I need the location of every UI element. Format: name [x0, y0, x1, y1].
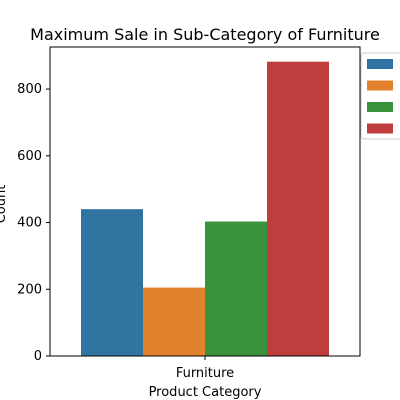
legend-swatch — [367, 59, 393, 69]
y-tick-label: 600 — [17, 149, 42, 164]
y-tick-label: 800 — [17, 82, 42, 97]
plot-frame — [49, 46, 361, 357]
y-tick-label: 0 — [34, 349, 42, 364]
bar — [205, 221, 267, 356]
legend-swatch — [367, 102, 393, 112]
bar — [267, 61, 329, 357]
chart-title: Maximum Sale in Sub-Category of Furnitur… — [30, 25, 380, 44]
y-axis: 0 200 400 600 800 — [17, 82, 50, 364]
y-axis-label: Count — [0, 185, 9, 224]
x-axis: Furniture — [176, 356, 234, 381]
legend-swatch — [367, 80, 393, 91]
bar — [143, 287, 205, 356]
bars — [81, 61, 329, 357]
bar — [81, 209, 143, 356]
legend-box — [360, 52, 400, 140]
x-tick-label: Furniture — [176, 366, 234, 381]
legend-swatch — [367, 123, 393, 134]
y-tick-label: 200 — [17, 282, 42, 297]
y-tick-label: 400 — [17, 216, 42, 231]
legend — [360, 52, 400, 140]
x-axis-label: Product Category — [149, 385, 262, 400]
